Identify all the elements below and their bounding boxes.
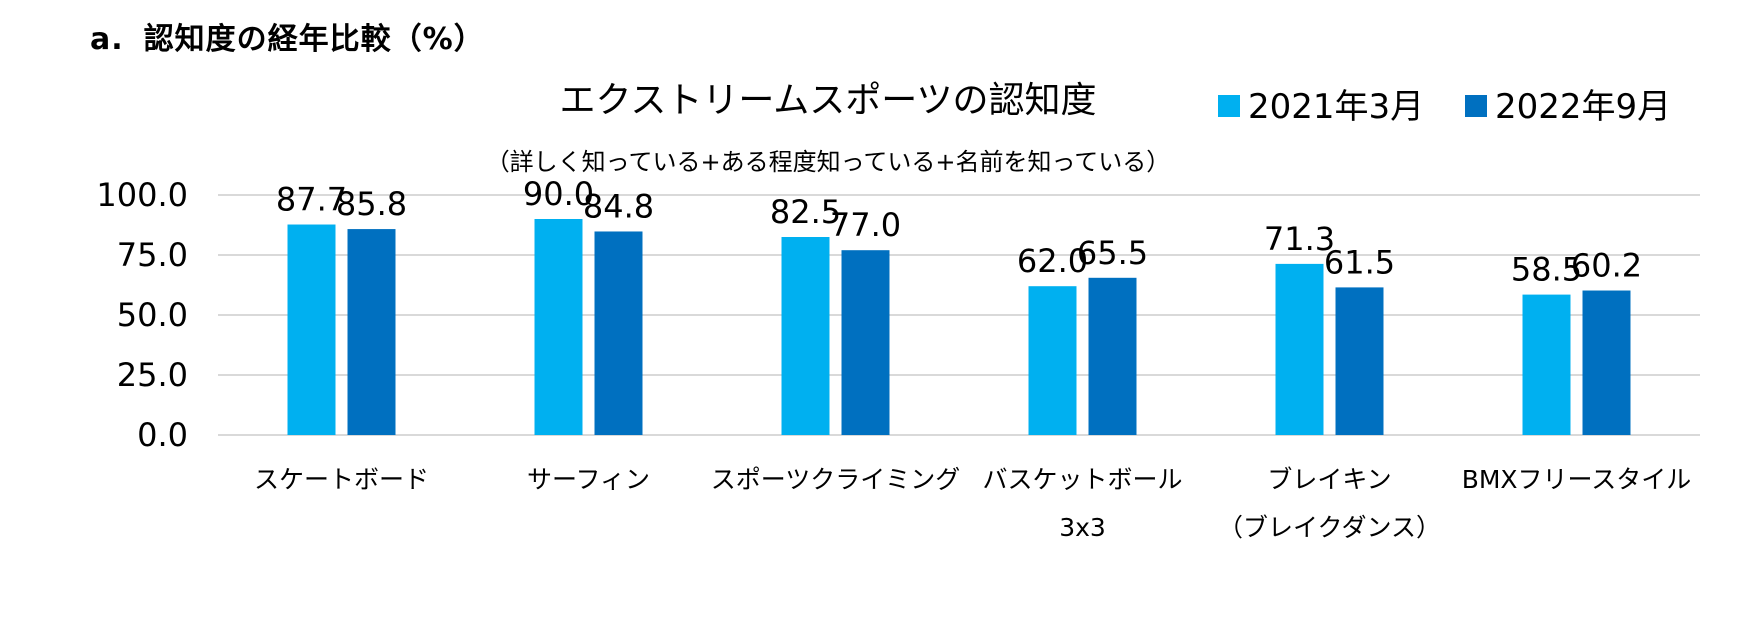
bar-4-1 xyxy=(1335,287,1384,435)
category-label: サーフィン xyxy=(527,465,650,494)
data-label: 60.2 xyxy=(1571,247,1642,285)
bar-5-1 xyxy=(1582,290,1631,435)
category-label: バスケットボール xyxy=(982,465,1182,494)
y-tick-label: 0.0 xyxy=(137,416,188,454)
legend-swatch-2022 xyxy=(1465,95,1487,117)
bar-1-0 xyxy=(534,219,583,435)
legend-label-2021: 2021年3月 xyxy=(1248,87,1424,127)
y-tick-label: 100.0 xyxy=(96,176,188,214)
data-label: 58.5 xyxy=(1511,251,1582,289)
category-label: ブレイキン xyxy=(1267,465,1391,494)
data-label: 61.5 xyxy=(1324,243,1395,281)
bar-3-0 xyxy=(1028,286,1077,435)
bar-0-0 xyxy=(287,224,336,435)
category-label: 3x3 xyxy=(1059,513,1106,542)
data-label: 71.3 xyxy=(1264,220,1335,258)
section-label: a. xyxy=(90,22,124,57)
y-tick-label: 25.0 xyxy=(117,356,188,394)
chart-subtitle: （詳しく知っている+ある程度知っている+名前を知っている） xyxy=(486,148,1171,176)
data-label: 82.5 xyxy=(770,193,841,231)
legend-swatch-2021 xyxy=(1218,95,1240,117)
section-title: 認知度の経年比較（%） xyxy=(143,22,485,57)
chart-title: エクストリームスポーツの認知度 xyxy=(559,80,1096,121)
bar-5-0 xyxy=(1522,294,1571,435)
category-label: BMXフリースタイル xyxy=(1462,465,1692,494)
category-label: スポーツクライミング xyxy=(711,465,961,494)
y-axis-ticks: 100.0 75.0 50.0 25.0 0.0 xyxy=(96,176,188,454)
category-label: （ブレイクダンス） xyxy=(1218,513,1441,542)
bar-2-1 xyxy=(841,250,890,435)
data-label: 90.0 xyxy=(523,175,594,213)
legend-label-2022: 2022年9月 xyxy=(1495,87,1671,127)
bar-0-1 xyxy=(347,229,396,435)
bar-2-0 xyxy=(781,237,830,435)
y-tick-label: 50.0 xyxy=(117,296,188,334)
category-label: スケートボード xyxy=(254,465,429,494)
data-label: 85.8 xyxy=(336,185,407,223)
bar-1-1 xyxy=(594,231,643,435)
bar-4-0 xyxy=(1275,263,1324,435)
legend: 2021年3月 2022年9月 xyxy=(1218,87,1671,127)
data-label: 62.0 xyxy=(1017,242,1088,280)
category-labels: スケートボード サーフィン スポーツクライミング バスケットボール 3x3 ブレイキン （ブ… xyxy=(254,465,1691,542)
data-label: 84.8 xyxy=(583,187,654,225)
data-label: 77.0 xyxy=(830,206,901,244)
data-labels: 87.785.8 90.084.8 82.577.0 62.065.5 71.361.5… xyxy=(276,175,1642,289)
y-tick-label: 75.0 xyxy=(117,236,188,274)
data-label: 87.7 xyxy=(276,181,347,219)
data-label: 65.5 xyxy=(1077,234,1148,272)
bars xyxy=(287,219,1631,435)
bar-3-1 xyxy=(1088,277,1137,435)
gridlines xyxy=(218,194,1700,436)
section-heading: a. 認知度の経年比較（%） xyxy=(90,14,485,58)
